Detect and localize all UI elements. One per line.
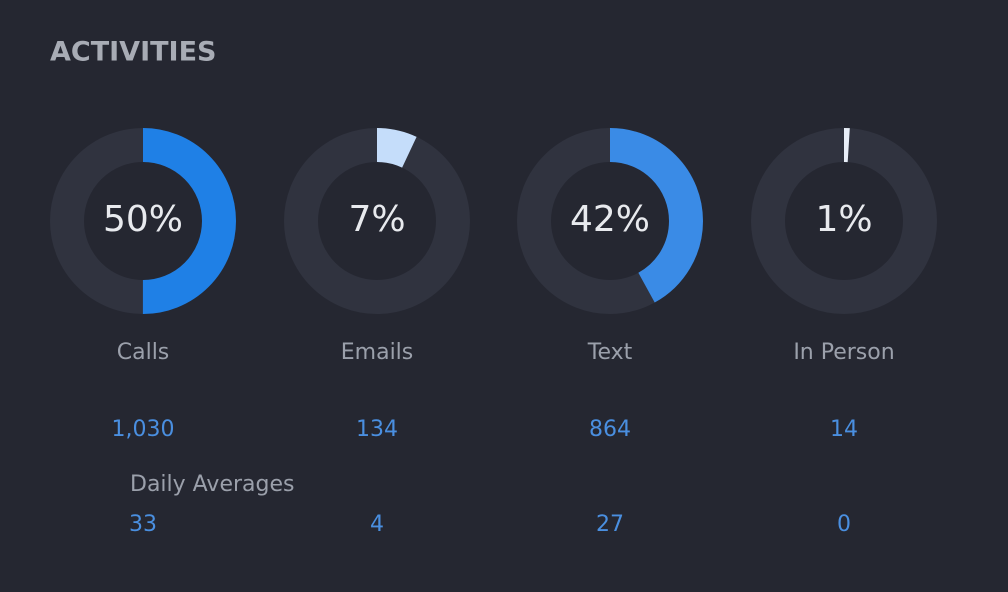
- activity-label: Calls: [117, 340, 170, 365]
- count-value: 14: [830, 417, 858, 442]
- donut-arc: [284, 128, 470, 314]
- activity-label: In Person: [793, 340, 894, 365]
- percent-label: 50%: [103, 199, 183, 240]
- activity-label: Emails: [341, 340, 414, 365]
- percent-label: 1%: [815, 199, 872, 240]
- daily-average-value: 33: [129, 512, 157, 537]
- donut-arc: [751, 128, 937, 314]
- activity-label: Text: [587, 340, 633, 365]
- daily-average-value: 27: [596, 512, 624, 537]
- daily-average-value: 0: [837, 512, 851, 537]
- donut-arc: [517, 128, 703, 314]
- percent-label: 7%: [348, 199, 405, 240]
- count-value: 864: [589, 417, 631, 442]
- daily-averages-label: Daily Averages: [130, 472, 294, 497]
- daily-average-value: 4: [370, 512, 384, 537]
- donut-arc: [50, 128, 236, 314]
- panel-title: ACTIVITIES: [50, 37, 216, 68]
- percent-label: 42%: [570, 199, 650, 240]
- count-value: 134: [356, 417, 398, 442]
- count-value: 1,030: [112, 417, 175, 442]
